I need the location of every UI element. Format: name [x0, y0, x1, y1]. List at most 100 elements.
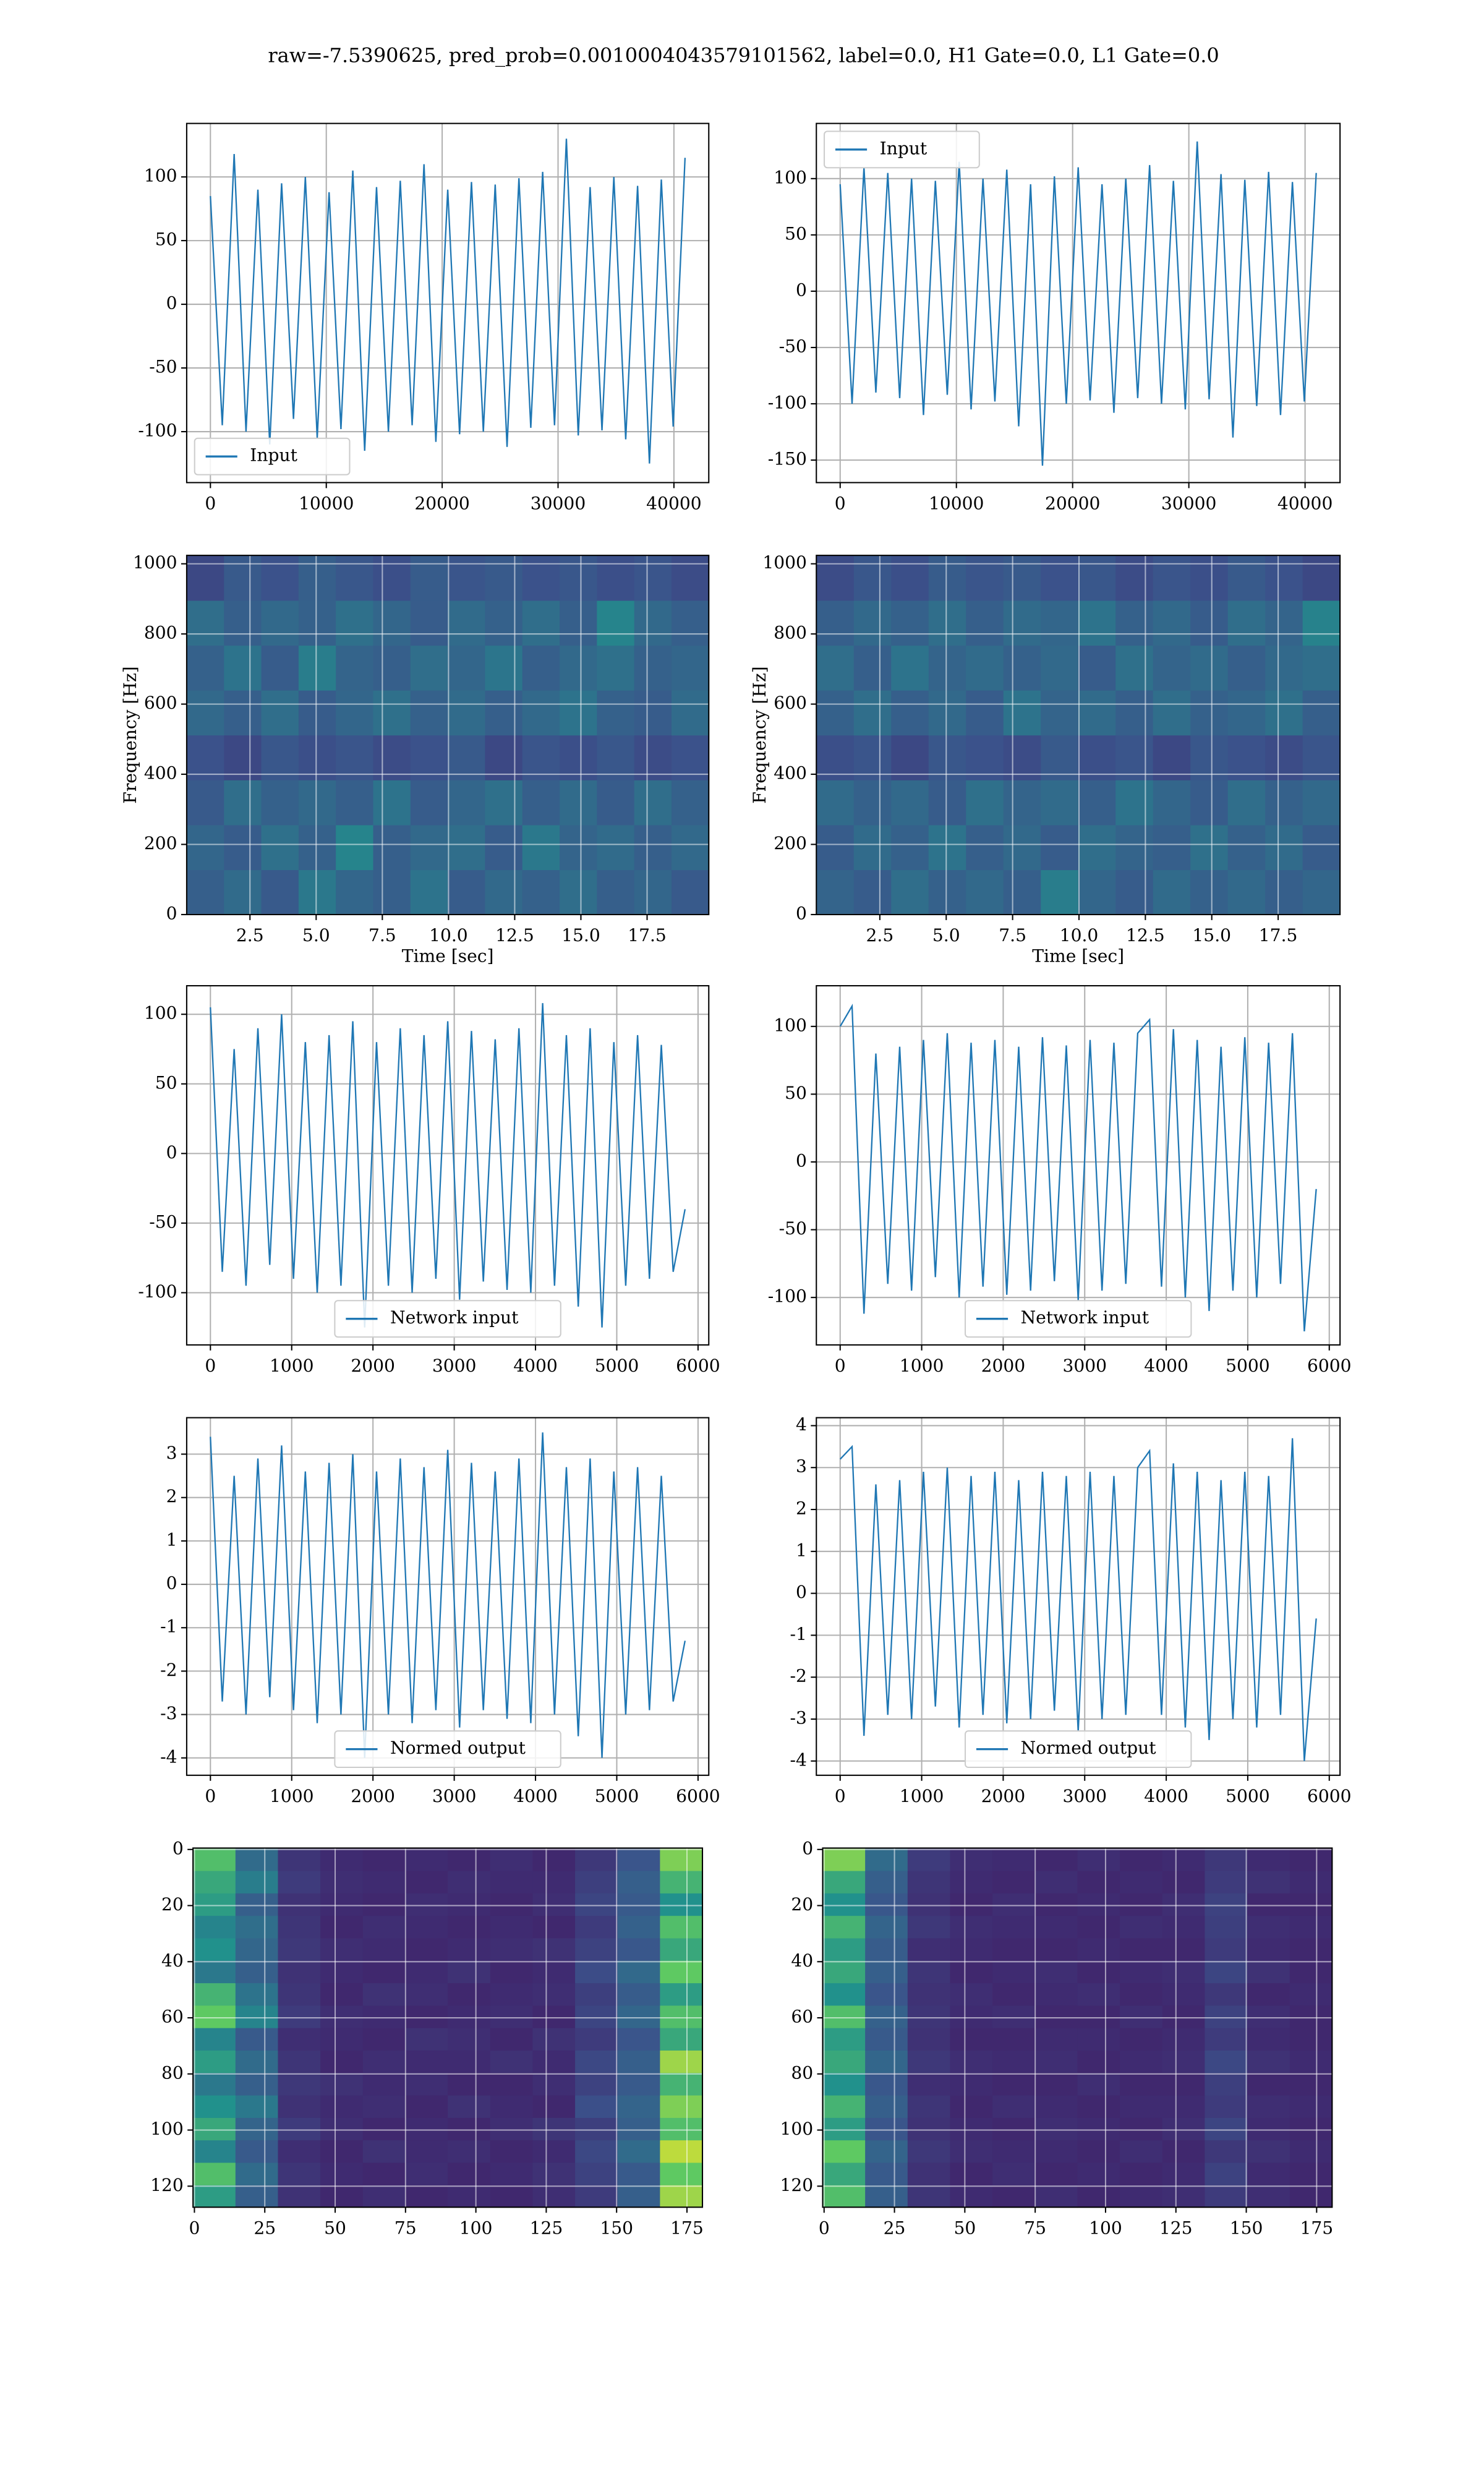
heat-cell — [560, 555, 598, 601]
heat-cell — [522, 869, 560, 915]
heat-cell — [1120, 2072, 1163, 2096]
heat-cell — [373, 869, 411, 915]
legend-label: Network input — [1021, 1307, 1149, 1328]
heat-cell — [336, 645, 374, 691]
heat-cell — [966, 735, 1004, 780]
heat-cell — [1041, 735, 1079, 780]
heat-cell — [278, 1870, 321, 1893]
heat-cell — [448, 2140, 491, 2163]
heat-cell — [597, 555, 635, 601]
heat-cell — [560, 824, 598, 871]
y-tick-label: -1 — [790, 1624, 806, 1644]
heat-cell — [1289, 1915, 1333, 1939]
heat-cell — [660, 2072, 703, 2096]
heat-cell — [1034, 2005, 1078, 2028]
x-tick-label: 10.0 — [1060, 925, 1099, 946]
heat-cell — [1289, 1893, 1333, 1916]
heat-cell — [634, 824, 672, 871]
heat-cell — [1302, 735, 1341, 780]
heat-cell — [1034, 1870, 1078, 1893]
x-tick-label: 30000 — [531, 493, 586, 514]
heat-cell — [1003, 555, 1041, 601]
heat-cell — [193, 2140, 236, 2163]
x-tick-label: 6000 — [676, 1355, 720, 1376]
heat-cell — [966, 780, 1004, 826]
heat-cell — [1227, 555, 1266, 601]
heat-cell — [822, 1937, 866, 1961]
heat-cell — [490, 2005, 534, 2028]
heat-cell — [448, 2027, 491, 2051]
heat-cell — [950, 2117, 993, 2141]
heat-cell — [261, 689, 299, 736]
y-tick-label: 100 — [144, 1003, 177, 1023]
heat-cell — [490, 1870, 534, 1893]
heat-cell — [1034, 2185, 1078, 2208]
heat-cell — [822, 2005, 866, 2028]
heat-cell — [1077, 2117, 1120, 2141]
heat-cell — [992, 2072, 1036, 2096]
heat-cell — [1034, 2027, 1078, 2051]
legend-label: Normed output — [390, 1738, 526, 1758]
heat-cell — [1034, 1915, 1078, 1939]
heat-cell — [448, 2050, 491, 2073]
y-tick-label: 400 — [774, 763, 807, 783]
heat-cell — [950, 1983, 993, 2006]
heat-cell — [950, 2072, 993, 2096]
heat-cell — [532, 1960, 576, 1984]
y-tick-label: -2 — [160, 1660, 177, 1680]
heat-cell — [235, 1848, 279, 1871]
heat-cell — [522, 689, 560, 736]
heat-cell — [1078, 869, 1116, 915]
heat-cell — [1247, 2072, 1290, 2096]
heat-cell — [853, 869, 892, 915]
heat-cell — [1302, 600, 1341, 646]
heat-cell — [816, 780, 855, 826]
heat-cell — [1077, 2094, 1120, 2118]
y-tick-label: 0 — [796, 1582, 807, 1602]
heat-cell — [193, 2117, 236, 2141]
x-tick-label: 15.0 — [1192, 925, 1231, 946]
heat-cell — [660, 2162, 703, 2185]
heat-cell — [1120, 2140, 1163, 2163]
heat-cell — [1247, 2005, 1290, 2028]
heat-cell — [575, 2005, 618, 2028]
x-tick-label: 75 — [1024, 2218, 1046, 2239]
y-tick-label: 0 — [166, 903, 177, 923]
y-tick-label: 3 — [166, 1443, 177, 1463]
axes-frame — [186, 555, 710, 915]
heat-cell — [992, 2050, 1036, 2073]
x-tick-label: 2000 — [981, 1786, 1026, 1806]
heat-cell — [1115, 869, 1154, 915]
heat-cell — [1153, 555, 1191, 601]
heat-cell — [891, 689, 929, 736]
axes-frame — [822, 1847, 1333, 2208]
y-tick-label: 800 — [774, 623, 807, 643]
heat-cell — [1265, 824, 1303, 871]
heat-cell — [928, 645, 966, 691]
heat-cell — [966, 689, 1004, 736]
heat-cell — [660, 1937, 703, 1961]
heat-cell — [660, 2185, 703, 2208]
heat-cell — [193, 1893, 236, 1916]
heat-cell — [405, 2117, 448, 2141]
heat-cell — [907, 2117, 951, 2141]
heat-cell — [1120, 2185, 1163, 2208]
heat-cell — [532, 1983, 576, 2006]
heat-cell — [671, 735, 710, 780]
heat-cell — [617, 1893, 661, 1916]
heat-cell — [1003, 600, 1041, 646]
heat-cell — [992, 1983, 1036, 2006]
heat-cell — [950, 1893, 993, 1916]
heat-cell — [362, 2072, 406, 2096]
heat-cell — [660, 1983, 703, 2006]
heat-cell — [822, 2094, 866, 2118]
x-tick-label: 175 — [1300, 2218, 1333, 2239]
heat-cell — [1041, 824, 1079, 871]
y-tick-label: 0 — [802, 1838, 813, 1858]
heat-cell — [950, 2140, 993, 2163]
heat-cell — [1265, 780, 1303, 826]
heat-cell — [1289, 2072, 1333, 2096]
heat-cell — [405, 1937, 448, 1961]
x-tick-label: 150 — [600, 2218, 633, 2239]
heat-cell — [617, 1960, 661, 1984]
